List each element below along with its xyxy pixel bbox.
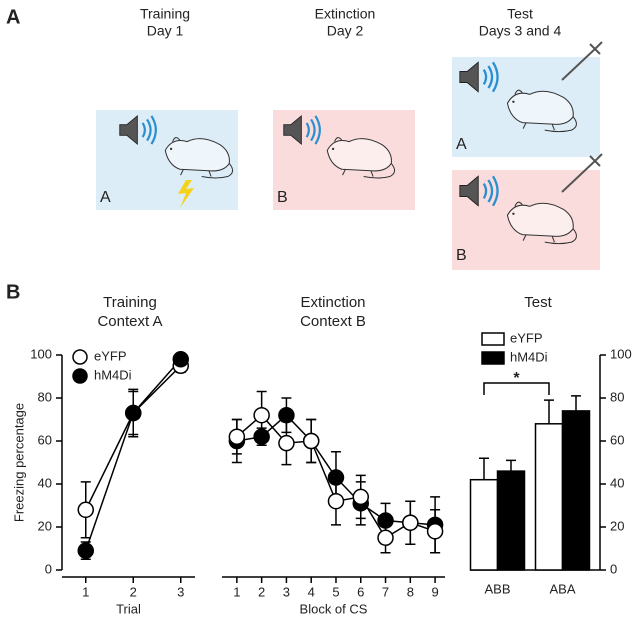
y-tick-label: 80 [610,389,624,404]
y-tick-label: 60 [38,432,52,447]
panel-title: Day 1 [147,23,184,39]
marker [278,406,295,424]
legend-marker [72,349,88,365]
context-label: A [456,136,467,153]
bar [561,410,591,571]
chart-title: Test [524,294,552,311]
marker [327,469,345,486]
x-tick-label: 3 [283,584,290,599]
x-tick-label: 1 [82,584,89,599]
marker [228,428,246,445]
x-axis-label: Trial [116,601,141,616]
y-tick-label: 40 [610,475,624,490]
x-tick-label: 9 [431,584,438,599]
legend-swatch [481,351,505,365]
x-tick-label: 2 [130,584,137,599]
panel-title: Training [140,6,190,22]
x-axis-label: Block of CS [300,601,368,616]
panel-title: Test [507,6,533,22]
y-tick-label: 100 [30,346,52,361]
marker [377,512,394,529]
error-bar [571,395,581,411]
marker [302,432,320,450]
y-tick-label: 100 [610,346,632,361]
y-tick-label: 80 [38,389,52,404]
marker [426,523,444,540]
series-line [85,365,182,511]
bar [469,478,499,571]
y-tick-label: 20 [610,518,624,533]
syringe-icon [561,41,603,81]
marker [402,514,419,531]
series-line [85,358,182,551]
x-tick-label: 7 [382,584,389,599]
x-tick-label: ABA [549,581,575,596]
marker [125,404,142,422]
marker [352,488,370,506]
bar [496,470,526,571]
panel-title: Days 3 and 4 [479,23,562,39]
legend-swatch [481,332,505,346]
panel-title: Extinction [315,6,376,22]
marker [327,492,345,510]
y-tick-label: 0 [610,561,617,576]
x-tick-label: 3 [177,584,184,599]
chart-title: Extinction [300,294,365,311]
significance-bracket [483,382,550,395]
panel-label: B [6,281,20,303]
marker [253,428,270,445]
chart-title: Training [103,294,157,311]
shock-icon [178,180,194,208]
legend-marker [72,368,88,384]
chart-title: Context A [97,313,162,330]
x-tick-label: ABB [484,581,510,596]
marker [172,351,189,368]
x-tick-label: 4 [308,584,315,599]
context-label: B [456,247,467,264]
y-tick-label: 40 [38,475,52,490]
legend-label: hM4Di [510,349,548,364]
legend-label: eYFP [510,330,543,345]
marker [77,501,94,519]
y-axis-label: Freezing percentage [11,403,26,522]
marker [377,529,394,546]
error-bar [506,459,516,472]
bar [534,423,564,571]
x-tick-label: 2 [258,584,265,599]
context-label: B [277,189,288,206]
marker [77,542,94,559]
marker [253,406,270,424]
chart-title: Context B [300,313,366,330]
marker [278,434,295,452]
significance-label: * [513,370,520,387]
x-tick-label: 5 [332,584,339,599]
x-tick-label: 6 [357,584,364,599]
panel-title: Day 2 [327,23,364,39]
x-tick-label: 8 [407,584,414,599]
panel-label: A [6,6,20,28]
x-tick-label: 1 [233,584,240,599]
error-bar [544,399,554,424]
syringe-icon [561,153,603,193]
legend-label: eYFP [94,348,127,363]
y-tick-label: 20 [38,518,52,533]
error-bar [479,457,489,480]
legend-label: hM4Di [94,367,132,382]
y-tick-label: 60 [610,432,624,447]
y-tick-label: 0 [45,561,52,576]
context-label: A [100,189,111,206]
